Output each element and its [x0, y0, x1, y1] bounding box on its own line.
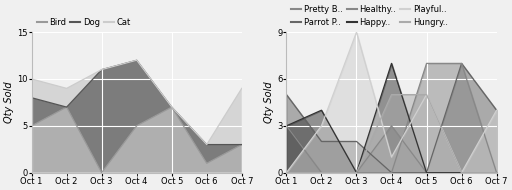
Y-axis label: Qty Sold: Qty Sold: [264, 82, 274, 123]
Legend: Pretty B.., Parrot P.., Healthy.., Happy.., Playful.., Hungry..: Pretty B.., Parrot P.., Healthy.., Happy…: [291, 4, 449, 28]
Legend: Bird, Dog, Cat: Bird, Dog, Cat: [36, 17, 132, 28]
Y-axis label: Qty Sold: Qty Sold: [4, 82, 14, 123]
